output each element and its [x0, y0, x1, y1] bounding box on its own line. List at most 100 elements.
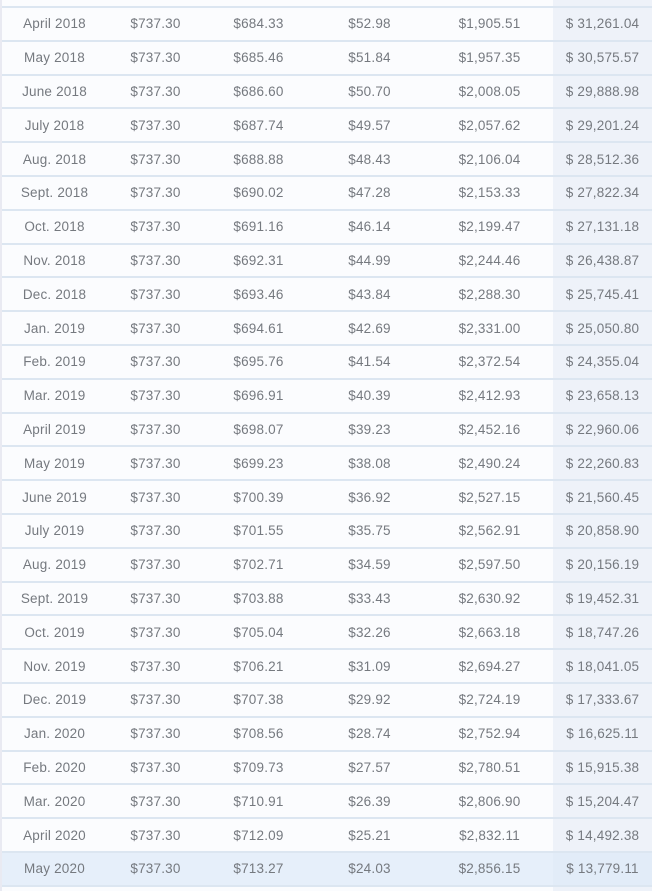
- cell-interest: [313, 887, 426, 891]
- cell-total-interest: $2,288.30: [458, 286, 521, 302]
- cell-payment: $737.30: [107, 852, 204, 885]
- cell-principal: $692.31: [233, 252, 284, 268]
- cell-total-interest: $2,412.93: [458, 388, 521, 404]
- cell-principal: $708.56: [233, 726, 284, 742]
- cell-balance: $ 24,355.04: [553, 345, 652, 378]
- table-row[interactable]: Sept. 2018 $737.30 $690.02 $47.28 $2,153…: [2, 176, 652, 211]
- table-row[interactable]: Nov. 2019 $737.30 $706.21 $31.09 $2,694.…: [2, 650, 652, 684]
- table-row[interactable]: June 2018 $737.30 $686.60 $50.70 $2,008.…: [2, 75, 652, 110]
- cell-interest: $35.75: [348, 523, 391, 539]
- table-row[interactable]: Mar. 2019 $737.30 $696.91 $40.39 $2,412.…: [2, 379, 652, 414]
- table-row[interactable]: June 2019 $737.30 $700.39 $36.92 $2,527.…: [2, 481, 652, 515]
- cell-balance: $ 17,333.67: [553, 683, 652, 716]
- cell-month: July 2018: [24, 117, 85, 133]
- table-row[interactable]: Jan. 2019 $737.30 $694.61 $42.69 $2,331.…: [2, 312, 652, 346]
- cell-payment: $737.30: [130, 83, 181, 99]
- cell-balance: $ 14,492.38: [553, 819, 652, 851]
- cell-month: Oct. 2018: [24, 219, 85, 235]
- cell-payment: $737.30: [130, 286, 181, 302]
- cell-balance: $ 20,156.19: [553, 548, 652, 581]
- cell-principal: $698.07: [233, 421, 284, 437]
- cell-total-interest: $2,694.27: [458, 658, 521, 674]
- cell-payment: [107, 0, 204, 6]
- cell-payment: $737.30: [130, 455, 181, 471]
- cell-interest: $46.14: [348, 219, 391, 235]
- cell-month: [2, 887, 107, 891]
- cell-principal: $706.21: [233, 658, 284, 674]
- cell-month: Sept. 2019: [20, 590, 89, 606]
- cell-payment: $737.30: [130, 388, 181, 404]
- table-row[interactable]: May 2020 $737.30 $713.27 $24.03 $2,856.1…: [2, 852, 652, 887]
- table-row[interactable]: Feb. 2019 $737.30 $695.76 $41.54 $2,372.…: [2, 345, 652, 380]
- cell-interest: $39.23: [348, 421, 391, 437]
- cell-principal: $702.71: [233, 557, 284, 573]
- cell-month: Feb. 2020: [23, 759, 86, 775]
- table-row[interactable]: May 2019 $737.30 $699.23 $38.08 $2,490.2…: [2, 447, 652, 482]
- table-row[interactable]: Sept. 2019 $737.30 $703.88 $33.43 $2,630…: [2, 582, 652, 617]
- cell-principal: [204, 887, 313, 891]
- cell-payment: $737.30: [130, 185, 181, 201]
- cell-principal: $709.73: [233, 759, 284, 775]
- table-row[interactable]: April 2018 $737.30 $684.33 $52.98 $1,905…: [2, 8, 652, 42]
- cell-interest: $33.43: [348, 590, 391, 606]
- table-row[interactable]: April 2019 $737.30 $698.07 $39.23 $2,452…: [2, 413, 652, 448]
- cell-payment: $737.30: [130, 489, 181, 505]
- cell-payment: $737.30: [130, 726, 181, 742]
- cell-balance: [553, 886, 652, 891]
- cell-payment: $737.30: [130, 658, 181, 674]
- table-row[interactable]: May 2018 $737.30 $685.46 $51.84 $1,957.3…: [2, 41, 652, 76]
- cell-balance: $ 22,260.83: [553, 447, 652, 480]
- cell-interest: $31.09: [348, 658, 391, 674]
- cell-principal: $686.60: [233, 83, 284, 99]
- cell-total-interest: $2,331.00: [458, 320, 521, 336]
- cell-month: Dec. 2019: [22, 692, 87, 708]
- table-row[interactable]: July 2018 $737.30 $687.74 $49.57 $2,057.…: [2, 109, 652, 144]
- cell-month: April 2020: [23, 827, 86, 843]
- cell-total-interest: $2,856.15: [426, 852, 553, 885]
- cell-principal: $707.38: [233, 692, 284, 708]
- cell-month: May 2019: [24, 455, 85, 471]
- cell-principal: $693.46: [233, 286, 284, 302]
- cell-interest: $32.26: [348, 624, 391, 640]
- cell-principal: $691.16: [233, 219, 284, 235]
- cell-interest: $47.28: [348, 185, 391, 201]
- table-row[interactable]: Aug. 2018 $737.30 $688.88 $48.43 $2,106.…: [2, 143, 652, 177]
- cell-total-interest: $2,008.05: [458, 83, 521, 99]
- cell-principal: $705.04: [233, 624, 284, 640]
- cell-month: June 2019: [22, 489, 87, 505]
- cell-month: April 2018: [23, 16, 86, 32]
- table-row[interactable]: Feb. 2020 $737.30 $709.73 $27.57 $2,780.…: [2, 751, 652, 786]
- cell-month: Nov. 2018: [23, 252, 86, 268]
- table-row[interactable]: Aug. 2019 $737.30 $702.71 $34.59 $2,597.…: [2, 548, 652, 583]
- cell-month: Oct. 2019: [24, 624, 85, 640]
- cell-month: Mar. 2019: [23, 388, 86, 404]
- table-row[interactable]: April 2020 $737.30 $712.09 $25.21 $2,832…: [2, 819, 652, 853]
- cell-interest: $24.03: [313, 852, 426, 885]
- table-row[interactable]: Dec. 2018 $737.30 $693.46 $43.84 $2,288.…: [2, 278, 652, 313]
- table-row[interactable]: Oct. 2018 $737.30 $691.16 $46.14 $2,199.…: [2, 210, 652, 245]
- cell-balance: $ 22,960.06: [553, 413, 652, 446]
- cell-balance: $ 23,658.13: [553, 379, 652, 412]
- table-row[interactable]: Oct. 2019 $737.30 $705.04 $32.26 $2,663.…: [2, 616, 652, 651]
- table-row[interactable]: Dec. 2019 $737.30 $707.38 $29.92 $2,724.…: [2, 683, 652, 718]
- cell-interest: $26.39: [348, 793, 391, 809]
- cell-principal: $694.61: [233, 320, 284, 336]
- cell-interest: $29.92: [348, 692, 391, 708]
- cell-payment: $737.30: [130, 557, 181, 573]
- table-row[interactable]: Mar. 2020 $737.30 $710.91 $26.39 $2,806.…: [2, 785, 652, 820]
- table-row[interactable]: Nov. 2018 $737.30 $692.31 $44.99 $2,244.…: [2, 244, 652, 279]
- cell-payment: $737.30: [130, 827, 181, 843]
- cell-principal: $690.02: [233, 185, 284, 201]
- cell-balance: $ 31,261.04: [553, 8, 652, 40]
- cell-payment: $737.30: [130, 793, 181, 809]
- cell-balance: $ 21,560.45: [553, 481, 652, 513]
- table-row[interactable]: Jan. 2020 $737.30 $708.56 $28.74 $2,752.…: [2, 717, 652, 752]
- cell-month: Dec. 2018: [22, 286, 87, 302]
- cell-payment: $737.30: [130, 759, 181, 775]
- cell-month: [2, 0, 107, 6]
- table-row[interactable]: July 2019 $737.30 $701.55 $35.75 $2,562.…: [2, 514, 652, 549]
- cell-principal: $695.76: [233, 354, 284, 370]
- cell-interest: $42.69: [348, 320, 391, 336]
